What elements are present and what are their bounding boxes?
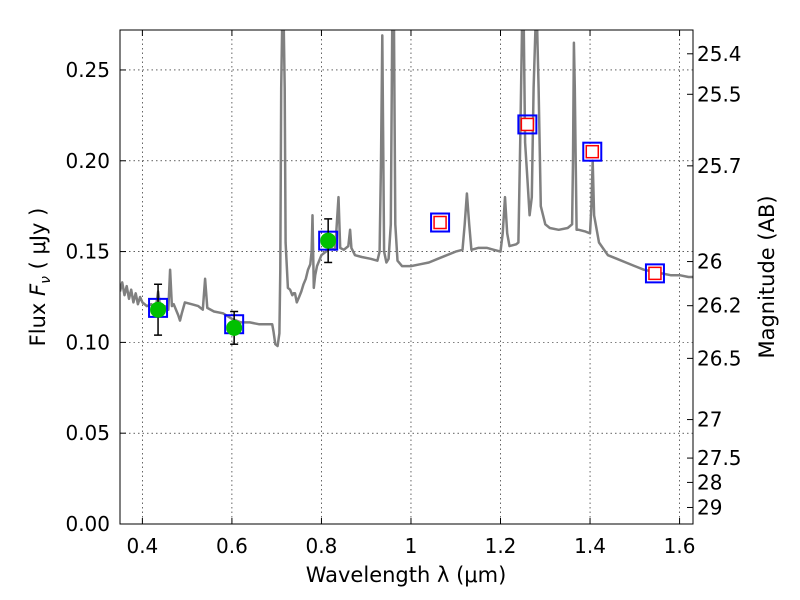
spectrum-line — [120, 30, 693, 348]
mag-tick-label: 25.5 — [697, 82, 742, 106]
observed-point — [320, 232, 337, 249]
observed-point — [150, 301, 167, 318]
plot-area — [120, 30, 693, 524]
axis-tick-labels: 0.4 0.6 0.8 1 1.2 1.4 1.6 0.00 0.05 0.10 0.15 0.20 0… — [65, 42, 741, 558]
model-point-box — [582, 141, 603, 162]
mag-tick-label: 26.5 — [697, 346, 742, 370]
y-tick-label: 0.05 — [65, 421, 110, 445]
observed-point — [226, 319, 243, 336]
y-axis-label: Flux Fν ( μJy ) — [26, 208, 54, 347]
model-point-box — [644, 263, 665, 284]
axis-ticks — [120, 30, 693, 525]
y2-axis-label: Magnitude (AB) — [755, 195, 779, 358]
y-tick-label: 0.10 — [65, 330, 110, 354]
mag-tick-label: 28 — [697, 470, 722, 494]
x-tick-label: 0.4 — [126, 534, 158, 558]
x-tick-label: 0.8 — [306, 534, 338, 558]
y-label-subscript: ν — [38, 276, 54, 284]
y-tick-label: 0.15 — [65, 240, 110, 264]
plot-frame — [119, 29, 694, 525]
y-tick-label: 0.00 — [65, 512, 110, 536]
y-label-prefix: Flux — [26, 296, 50, 346]
mag-tick-label: 27.5 — [697, 446, 742, 470]
y-tick-label: 0.20 — [65, 149, 110, 173]
x-tick-label: 1.4 — [574, 534, 606, 558]
x-tick-label: 1.2 — [485, 534, 517, 558]
upper-limit-marker — [648, 266, 662, 281]
y-label-suffix: ( μJy ) — [26, 208, 50, 276]
upper-limit-marker — [585, 144, 600, 159]
mag-tick-label: 25.4 — [697, 42, 742, 66]
mag-tick-label: 26 — [697, 250, 722, 274]
mag-tick-label: 25.7 — [697, 154, 742, 178]
mag-tick-label: 26.2 — [697, 294, 742, 318]
upper-limit-marker — [433, 215, 447, 230]
x-axis-label: Wavelength λ (μm) — [306, 563, 507, 587]
x-tick-label: 1 — [405, 534, 418, 558]
x-tick-label: 1.6 — [664, 534, 696, 558]
mag-tick-label: 27 — [697, 408, 722, 432]
model-point-box — [430, 212, 451, 233]
upper-limit-marker — [520, 117, 535, 132]
x-tick-label: 0.6 — [216, 534, 248, 558]
mag-tick-label: 29 — [697, 495, 722, 519]
upper-limits — [433, 117, 662, 281]
model-point-box — [517, 114, 538, 135]
y-tick-label: 0.25 — [65, 58, 110, 82]
y-label-symbol: F — [26, 283, 50, 296]
observed-photometry — [150, 218, 337, 345]
